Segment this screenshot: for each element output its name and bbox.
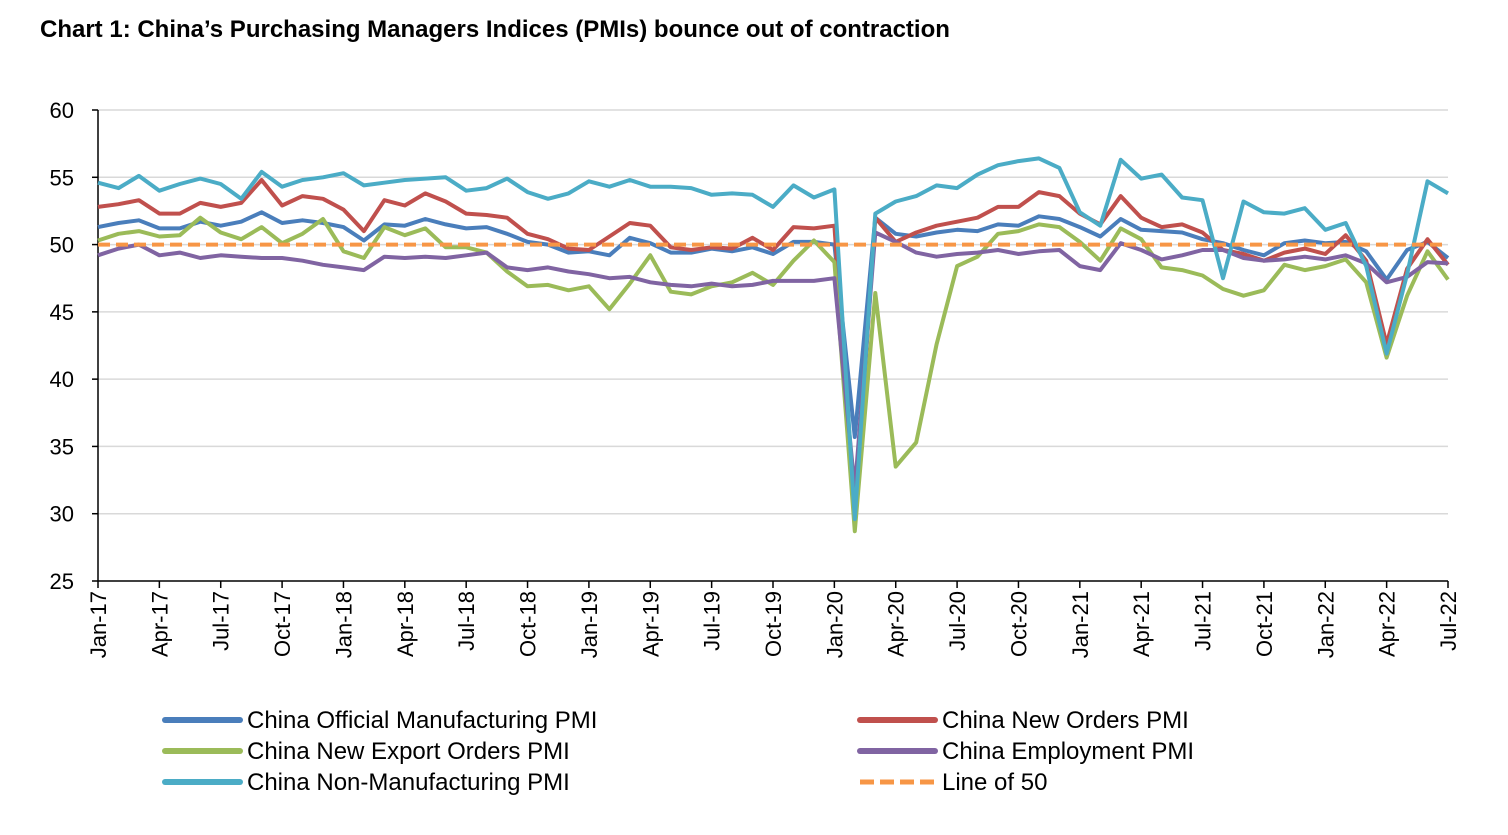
legend-label-3: China Employment PMI xyxy=(942,738,1194,765)
series-line-2 xyxy=(97,215,1450,534)
y-tick-label: 55 xyxy=(50,165,74,190)
y-tick-label: 30 xyxy=(50,502,74,527)
x-tick-label: Jul-19 xyxy=(700,591,725,651)
x-tick-label: Oct-20 xyxy=(1006,591,1031,657)
series-line-1 xyxy=(97,178,1450,526)
series-line-3 xyxy=(97,230,1449,492)
x-tick-label: Jul-18 xyxy=(454,591,479,651)
legend-label-4: China Non-Manufacturing PMI xyxy=(247,769,570,796)
x-tick-label: Apr-21 xyxy=(1129,591,1154,657)
x-tick-label: Apr-17 xyxy=(147,591,172,657)
x-axis-tick-labels: Jan-17 Apr-17 Jul-17 Oct-17 Jan-18 Apr-18 Jul-… xyxy=(86,591,1461,658)
x-tick-label: Jul-20 xyxy=(945,591,970,651)
x-tick-label: Oct-17 xyxy=(270,591,295,657)
x-tick-label: Apr-18 xyxy=(393,591,418,657)
axes xyxy=(92,109,1449,588)
y-axis-tick-labels: 60 55 50 45 40 35 30 25 xyxy=(50,98,74,594)
legend-label-1: China New Orders PMI xyxy=(942,707,1189,734)
x-tick-label: Jan-22 xyxy=(1313,591,1338,658)
x-tick-label: Jul-22 xyxy=(1436,591,1461,651)
x-tick-label: Jan-18 xyxy=(331,591,356,658)
x-tick-label: Apr-22 xyxy=(1375,591,1400,657)
x-tick-label: Apr-19 xyxy=(638,591,663,657)
legend: China Official Manufacturing PMI China Ne… xyxy=(162,707,1194,796)
y-tick-label: 60 xyxy=(50,98,74,123)
series-line-4 xyxy=(97,156,1450,522)
legend-label-5: Line of 50 xyxy=(942,769,1047,796)
chart-title: Chart 1: China’s Purchasing Managers Ind… xyxy=(40,16,950,43)
legend-label-2: China New Export Orders PMI xyxy=(247,738,570,765)
x-tick-label: Jan-19 xyxy=(577,591,602,658)
legend-label-0: China Official Manufacturing PMI xyxy=(247,707,597,734)
y-tick-label: 40 xyxy=(50,367,74,392)
gridlines xyxy=(98,109,1448,515)
x-tick-label: Jul-17 xyxy=(209,591,234,651)
x-tick-label: Jul-21 xyxy=(1191,591,1216,651)
series-lines xyxy=(97,156,1450,534)
x-tick-label: Jan-20 xyxy=(822,591,847,658)
x-tick-label: Jan-21 xyxy=(1068,591,1093,658)
x-tick-label: Apr-20 xyxy=(884,591,909,657)
y-tick-label: 45 xyxy=(50,300,74,325)
x-tick-label: Oct-18 xyxy=(516,591,541,657)
x-tick-label: Jan-17 xyxy=(86,591,111,658)
y-tick-label: 50 xyxy=(50,233,74,258)
x-tick-label: Oct-21 xyxy=(1252,591,1277,657)
y-tick-label: 35 xyxy=(50,434,74,459)
y-tick-label: 25 xyxy=(50,569,74,594)
x-tick-label: Oct-19 xyxy=(761,591,786,657)
